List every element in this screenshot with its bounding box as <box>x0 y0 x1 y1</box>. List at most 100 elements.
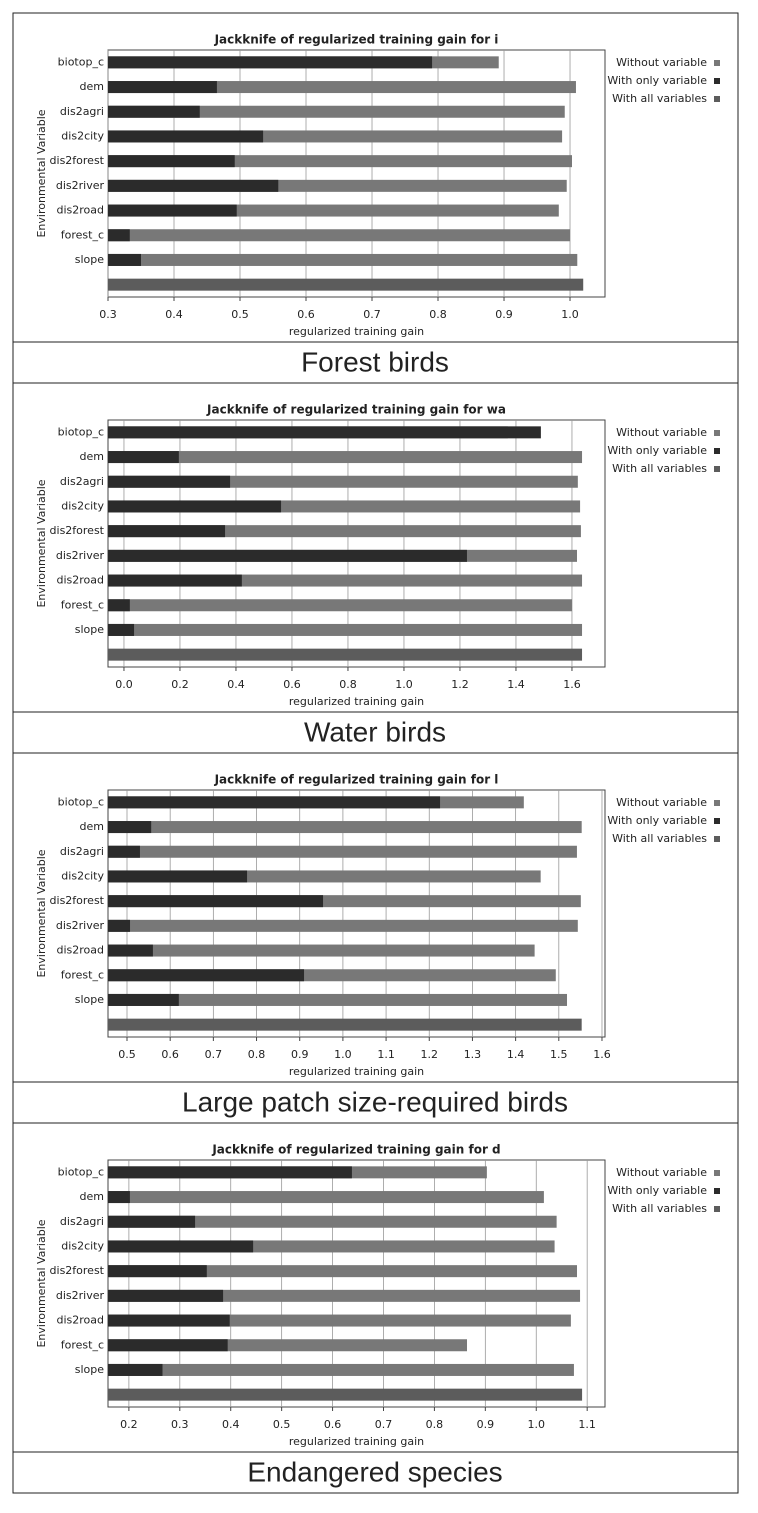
x-axis-label: regularized training gain <box>289 1065 424 1078</box>
y-tick-label: biotop_c <box>58 1165 104 1178</box>
bar <box>108 623 583 636</box>
x-tick-label: 1.0 <box>334 1048 352 1061</box>
x-tick-label: 1.1 <box>377 1048 395 1061</box>
x-tick-label: 1.3 <box>464 1048 482 1061</box>
legend-swatch <box>714 1206 720 1212</box>
legend-swatch <box>714 60 720 66</box>
legend-label: With all variables <box>612 1202 707 1215</box>
bar <box>108 229 571 242</box>
bar <box>108 105 200 118</box>
x-tick-label: 0.6 <box>297 308 315 321</box>
legend-swatch <box>714 800 720 806</box>
y-tick-label: dis2forest <box>50 524 105 537</box>
bar <box>108 944 153 957</box>
bar <box>108 574 242 587</box>
x-axis-label: regularized training gain <box>289 325 424 338</box>
bar <box>108 895 324 908</box>
legend-swatch <box>714 448 720 454</box>
x-tick-label: 0.9 <box>495 308 513 321</box>
x-tick-label: 0.6 <box>161 1048 179 1061</box>
x-tick-label: 1.6 <box>593 1048 611 1061</box>
y-tick-label: dis2agri <box>60 105 104 118</box>
bar <box>108 229 130 242</box>
y-tick-label: forest_c <box>61 228 104 241</box>
legend-swatch <box>714 1188 720 1194</box>
legend-swatch <box>714 430 720 436</box>
x-tick-label: 0.9 <box>477 1418 495 1431</box>
y-tick-label: biotop_c <box>58 55 104 68</box>
legend-label: With only variable <box>607 74 707 87</box>
chart-title: Jackknife of regularized training gain f… <box>206 403 506 417</box>
x-tick-label: 0.7 <box>205 1048 223 1061</box>
bar <box>108 821 152 834</box>
x-tick-label: 0.7 <box>375 1418 393 1431</box>
legend-label: Without variable <box>616 56 707 69</box>
legend-label: With only variable <box>607 444 707 457</box>
x-axis-label: regularized training gain <box>289 1435 424 1448</box>
x-tick-label: 0.3 <box>99 308 117 321</box>
y-tick-label: dis2river <box>56 549 105 562</box>
bar <box>108 56 433 69</box>
bar <box>108 253 578 266</box>
legend-label: Without variable <box>616 796 707 809</box>
x-tick-label: 1.2 <box>421 1048 439 1061</box>
x-tick-label: 0.8 <box>426 1418 444 1431</box>
y-tick-label: forest_c <box>61 968 104 981</box>
y-tick-label: dis2river <box>56 1289 105 1302</box>
x-tick-label: 1.0 <box>561 308 579 321</box>
y-tick-label: dem <box>80 1190 104 1203</box>
y-tick-label: dem <box>80 450 104 463</box>
legend-swatch <box>714 1170 720 1176</box>
y-tick-label: dis2agri <box>60 1215 104 1228</box>
legend-label: With only variable <box>607 814 707 827</box>
x-tick-label: 0.4 <box>227 678 245 691</box>
bar <box>108 1388 583 1401</box>
y-tick-label: forest_c <box>61 1338 104 1351</box>
y-axis-label: Environmental Variable <box>35 849 48 977</box>
y-tick-label: dis2agri <box>60 845 104 858</box>
bar <box>108 1339 228 1352</box>
bar <box>108 599 130 612</box>
bar <box>108 1289 581 1302</box>
bar <box>108 278 584 291</box>
y-tick-label: slope <box>75 993 104 1006</box>
bar <box>108 919 578 932</box>
bar <box>108 919 131 932</box>
y-tick-label: dis2forest <box>50 894 105 907</box>
bar <box>108 870 248 883</box>
y-tick-label: slope <box>75 623 104 636</box>
y-tick-label: dis2road <box>56 1314 104 1327</box>
x-tick-label: 0.5 <box>273 1418 291 1431</box>
legend-swatch <box>714 96 720 102</box>
caption-panel <box>12 1451 739 1494</box>
x-tick-label: 0.5 <box>118 1048 136 1061</box>
caption: Endangered species <box>247 1456 502 1487</box>
legend-swatch <box>714 818 720 824</box>
bar <box>108 1191 544 1204</box>
legend-label: Without variable <box>616 1166 707 1179</box>
bar <box>108 796 441 809</box>
bar <box>108 845 140 858</box>
bar <box>108 1363 574 1376</box>
bar <box>108 451 583 464</box>
x-tick-label: 0.2 <box>120 1418 138 1431</box>
y-tick-label: dis2road <box>56 944 104 957</box>
bar <box>108 130 264 143</box>
bar <box>108 253 142 266</box>
x-tick-label: 0.6 <box>324 1418 342 1431</box>
x-tick-label: 1.5 <box>550 1048 568 1061</box>
y-tick-label: dem <box>80 80 104 93</box>
x-tick-label: 1.2 <box>451 678 469 691</box>
x-tick-label: 1.4 <box>507 1048 525 1061</box>
bar <box>108 821 582 834</box>
legend-label: With only variable <box>607 1184 707 1197</box>
caption: Forest birds <box>301 346 449 377</box>
chart-title: Jackknife of regularized training gain f… <box>214 773 499 787</box>
bar <box>108 525 581 538</box>
x-tick-label: 1.0 <box>395 678 413 691</box>
legend-swatch <box>714 836 720 842</box>
y-tick-label: dis2forest <box>50 1264 105 1277</box>
caption: Large patch size-required birds <box>182 1086 568 1117</box>
y-tick-label: dis2city <box>61 1239 104 1252</box>
